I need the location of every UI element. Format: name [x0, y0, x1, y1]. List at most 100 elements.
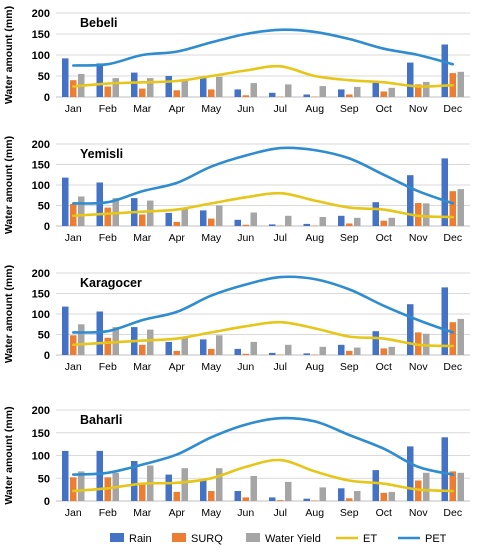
bar-surq	[243, 225, 250, 226]
bar-water-yield	[458, 319, 465, 355]
y-tick-label: 50	[38, 473, 50, 485]
bar-water-yield	[182, 337, 189, 355]
y-tick-label: 200	[32, 268, 50, 280]
x-tick-label: Aug	[305, 103, 324, 115]
bar-rain	[373, 470, 380, 501]
bar-surq	[450, 322, 457, 355]
y-tick-label: 100	[32, 50, 50, 62]
bar-water-yield	[320, 347, 327, 355]
bar-surq	[346, 498, 353, 501]
bar-water-yield	[458, 72, 465, 97]
x-tick-label: Dec	[443, 507, 462, 519]
bar-rain	[200, 77, 207, 97]
bar-surq	[70, 80, 77, 97]
x-tick-label: May	[201, 361, 222, 373]
bar-surq	[174, 492, 181, 501]
bar-rain	[373, 81, 380, 97]
chart-title: Yemisli	[80, 147, 123, 161]
y-tick-label: 150	[32, 428, 50, 440]
x-tick-label: Oct	[376, 507, 392, 519]
bar-surq	[346, 351, 353, 355]
legend-label-pet: PET	[425, 533, 447, 545]
bar-rain	[269, 497, 276, 501]
bar-water-yield	[423, 82, 430, 97]
bar-rain	[62, 307, 69, 355]
bar-water-yield	[389, 218, 396, 226]
bar-surq	[243, 95, 250, 97]
bar-rain	[407, 63, 414, 97]
bar-surq	[174, 351, 181, 355]
x-tick-label: Sep	[340, 361, 359, 373]
line-pet	[73, 30, 453, 66]
y-tick-label: 150	[32, 160, 50, 172]
bar-water-yield	[216, 77, 223, 97]
x-tick-label: Jun	[237, 507, 254, 519]
bar-rain	[407, 175, 414, 226]
bar-rain	[338, 488, 345, 501]
bar-surq	[139, 345, 146, 355]
x-tick-label: Aug	[305, 232, 324, 244]
x-tick-label: Apr	[169, 103, 186, 115]
bar-water-yield	[251, 342, 258, 355]
legend-label-surq: SURQ	[191, 533, 223, 545]
bar-rain	[235, 491, 242, 501]
x-tick-label: May	[201, 232, 222, 244]
bar-water-yield	[182, 468, 189, 501]
bar-surq	[381, 221, 388, 226]
legend-swatch-rain	[110, 533, 124, 542]
x-tick-label: Feb	[99, 103, 117, 115]
y-tick-label: 200	[32, 405, 50, 417]
bar-rain	[338, 89, 345, 97]
bar-water-yield	[458, 189, 465, 226]
bar-surq	[139, 484, 146, 501]
bar-surq	[105, 338, 112, 355]
x-tick-label: Nov	[409, 232, 428, 244]
y-tick-label: 150	[32, 289, 50, 301]
bar-surq	[312, 501, 319, 502]
bar-surq	[346, 95, 353, 98]
bar-water-yield	[251, 83, 258, 97]
x-tick-label: Jul	[274, 361, 287, 373]
bar-water-yield	[389, 88, 396, 97]
line-et	[73, 460, 453, 491]
bar-rain	[373, 202, 380, 226]
bar-surq	[139, 215, 146, 227]
bar-rain	[166, 213, 173, 226]
bar-rain	[62, 58, 69, 97]
bar-rain	[166, 76, 173, 97]
bar-water-yield	[216, 206, 223, 227]
bar-rain	[97, 451, 104, 501]
bar-rain	[373, 331, 380, 355]
x-tick-label: Jun	[237, 103, 254, 115]
y-axis-label: Water amount (mm)	[3, 265, 15, 363]
bar-surq	[174, 90, 181, 97]
bar-water-yield	[320, 86, 327, 97]
x-tick-label: Jan	[65, 507, 82, 519]
x-tick-label: Mar	[133, 361, 152, 373]
bar-rain	[304, 499, 311, 501]
bar-water-yield	[78, 197, 85, 227]
x-tick-label: Jul	[274, 103, 287, 115]
bar-water-yield	[389, 492, 396, 501]
bar-surq	[277, 500, 284, 501]
bar-rain	[269, 224, 276, 226]
bar-surq	[105, 208, 112, 226]
x-tick-label: Dec	[443, 103, 462, 115]
x-tick-label: Feb	[99, 361, 117, 373]
x-tick-label: Jul	[274, 232, 287, 244]
bar-surq	[208, 89, 215, 97]
bar-rain	[166, 342, 173, 355]
bar-water-yield	[320, 217, 327, 226]
x-tick-label: Nov	[409, 507, 428, 519]
x-tick-label: Apr	[169, 361, 186, 373]
x-tick-label: Apr	[169, 232, 186, 244]
x-tick-label: Sep	[340, 103, 359, 115]
x-tick-label: Jun	[237, 361, 254, 373]
bar-water-yield	[354, 348, 361, 355]
x-tick-label: Oct	[376, 361, 392, 373]
y-tick-label: 100	[32, 451, 50, 463]
